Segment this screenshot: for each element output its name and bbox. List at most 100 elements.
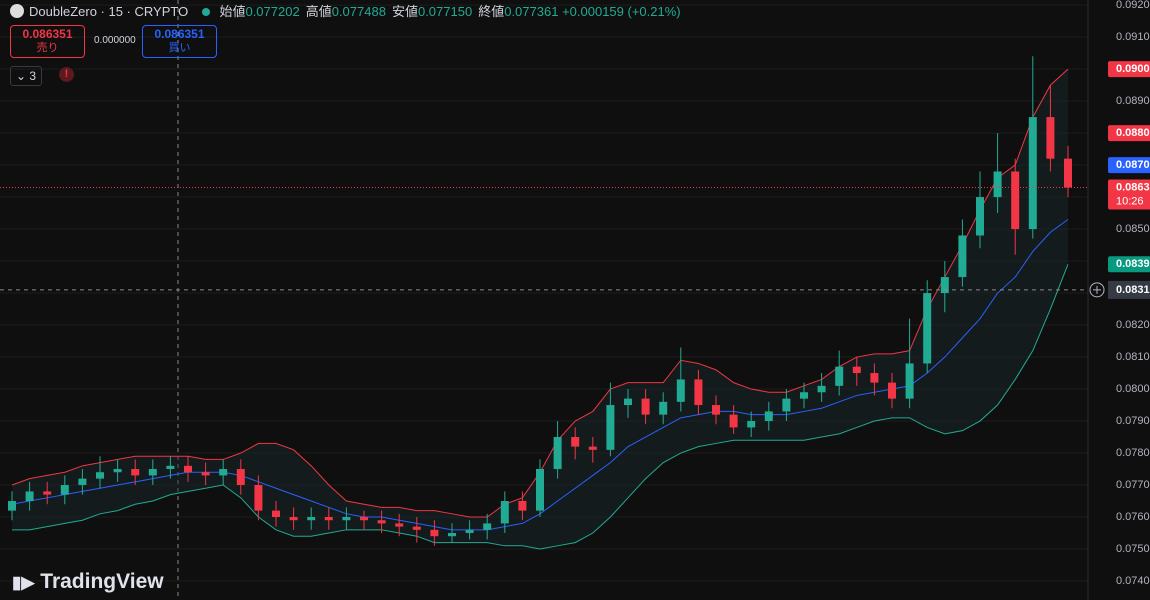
- current-price-label: 0.0863: [1116, 181, 1150, 193]
- price-tag-label: 0.0839: [1116, 258, 1150, 270]
- candle-body: [360, 517, 368, 521]
- y-tick-label: 0.0780: [1116, 447, 1150, 459]
- spread: 0.000000: [94, 35, 136, 46]
- change: +0.000159 (+0.21%): [562, 4, 681, 19]
- ohlc-label: 始値: [219, 4, 246, 19]
- candle-body: [483, 523, 492, 530]
- candle-body: [624, 398, 632, 406]
- candle-body: [430, 529, 439, 537]
- candle-body: [976, 197, 984, 236]
- add-alert-plus: [1093, 285, 1101, 294]
- warning-icon[interactable]: !: [59, 67, 74, 82]
- buy-button[interactable]: 0.086351 買い: [142, 25, 217, 58]
- candle-body: [870, 373, 879, 383]
- candle-body: [588, 446, 597, 450]
- symbol[interactable]: DoubleZero · 15 · CRYPTO: [29, 4, 189, 19]
- candle-body: [536, 469, 544, 511]
- candle-body: [782, 398, 791, 412]
- candle-body: [78, 478, 87, 486]
- y-tick-label: 0.0740: [1116, 575, 1150, 587]
- candle-body: [465, 529, 474, 534]
- sell-button[interactable]: 0.086351 売り: [10, 25, 85, 58]
- candle-body: [835, 366, 844, 386]
- candle-body: [747, 421, 756, 428]
- logo: ⁠▮▶ TradingView: [12, 570, 164, 594]
- y-tick-label: 0.0810: [1116, 351, 1150, 363]
- candle-body: [888, 382, 896, 399]
- candle-body: [448, 533, 456, 537]
- price-tag: [1108, 125, 1150, 142]
- candle-body: [958, 235, 967, 278]
- candle-body: [131, 469, 140, 476]
- candle-body: [8, 501, 16, 511]
- sell-price: 0.086351: [22, 27, 73, 41]
- candle-body: [676, 379, 685, 402]
- price-tag-label: 0.0900: [1116, 63, 1150, 75]
- price-tag: [1108, 157, 1150, 174]
- candle-body: [764, 411, 773, 422]
- status-dot: [201, 8, 210, 16]
- candle-body: [1064, 158, 1072, 188]
- candle-body: [254, 485, 263, 511]
- candle-body: [113, 469, 122, 473]
- candle-body: [148, 469, 157, 476]
- ohlc-value: 0.077150: [417, 4, 473, 19]
- sell-label: 売り: [36, 42, 59, 54]
- candle-body: [201, 472, 210, 476]
- price-tag-label: 0.0870: [1116, 159, 1150, 171]
- ohlc-label: 安値: [391, 4, 418, 19]
- candle-body: [817, 385, 826, 393]
- candle-body: [694, 379, 703, 406]
- y-tick-label: 0.0910: [1116, 31, 1150, 43]
- candle-body: [905, 363, 914, 399]
- candle-body: [500, 501, 509, 524]
- candle-body: [606, 405, 615, 450]
- logo-mark: ⁠▮▶: [12, 573, 35, 592]
- ohlc-label: 終値: [478, 4, 505, 19]
- y-tick-label: 0.0920: [1116, 0, 1150, 11]
- indicators-toggle[interactable]: ⌄ 3: [10, 66, 42, 86]
- buy-price: 0.086351: [154, 27, 205, 41]
- candle-body: [43, 491, 52, 495]
- candle-body: [641, 398, 650, 415]
- current-price-tag: [1108, 179, 1150, 210]
- buy-label: 買い: [168, 42, 191, 54]
- candle-body: [60, 485, 69, 495]
- symbol-bar[interactable]: DoubleZero · 15 · CRYPTO 始値0.077202 高値0.0…: [10, 1, 681, 20]
- candle-body: [289, 517, 298, 521]
- candle-body: [184, 465, 192, 473]
- candle-body: [219, 469, 228, 476]
- y-tick-label: 0.0770: [1116, 479, 1150, 491]
- crosshair-label: 0.0831: [1116, 284, 1150, 296]
- y-tick-label: 0.0750: [1116, 543, 1150, 555]
- candle-body: [659, 401, 668, 415]
- candle-body: [412, 526, 421, 530]
- symbol-icon: [10, 4, 24, 18]
- y-tick-label: 0.0790: [1116, 415, 1150, 427]
- indicators-count: 3: [29, 69, 37, 83]
- candle-body: [923, 293, 932, 364]
- y-tick-label: 0.0850: [1116, 223, 1150, 235]
- ohlc-value: 0.077202: [245, 4, 300, 19]
- ohlc-value: 0.077488: [331, 4, 386, 19]
- candle-body: [324, 517, 333, 521]
- candle-body: [377, 520, 386, 524]
- logo-text: TradingView: [40, 570, 164, 593]
- candle-body: [307, 517, 316, 521]
- ohlc-value: 0.077361: [504, 4, 559, 19]
- countdown: 10:26: [1116, 195, 1144, 207]
- candle-body: [571, 437, 580, 447]
- candle-body: [342, 517, 351, 521]
- y-tick-label: 0.0890: [1116, 95, 1150, 107]
- candle-body: [729, 414, 738, 428]
- candle-body: [166, 465, 175, 470]
- crosshair-tag: [1108, 280, 1150, 299]
- candle-body: [800, 392, 808, 399]
- candle-body: [395, 523, 404, 527]
- ohlc: 始値0.077202 高値0.077488 安値0.077150 終値0.077361: [219, 4, 558, 19]
- candle-body: [712, 405, 720, 415]
- candle-body: [518, 501, 527, 511]
- band-fill: [12, 69, 1068, 550]
